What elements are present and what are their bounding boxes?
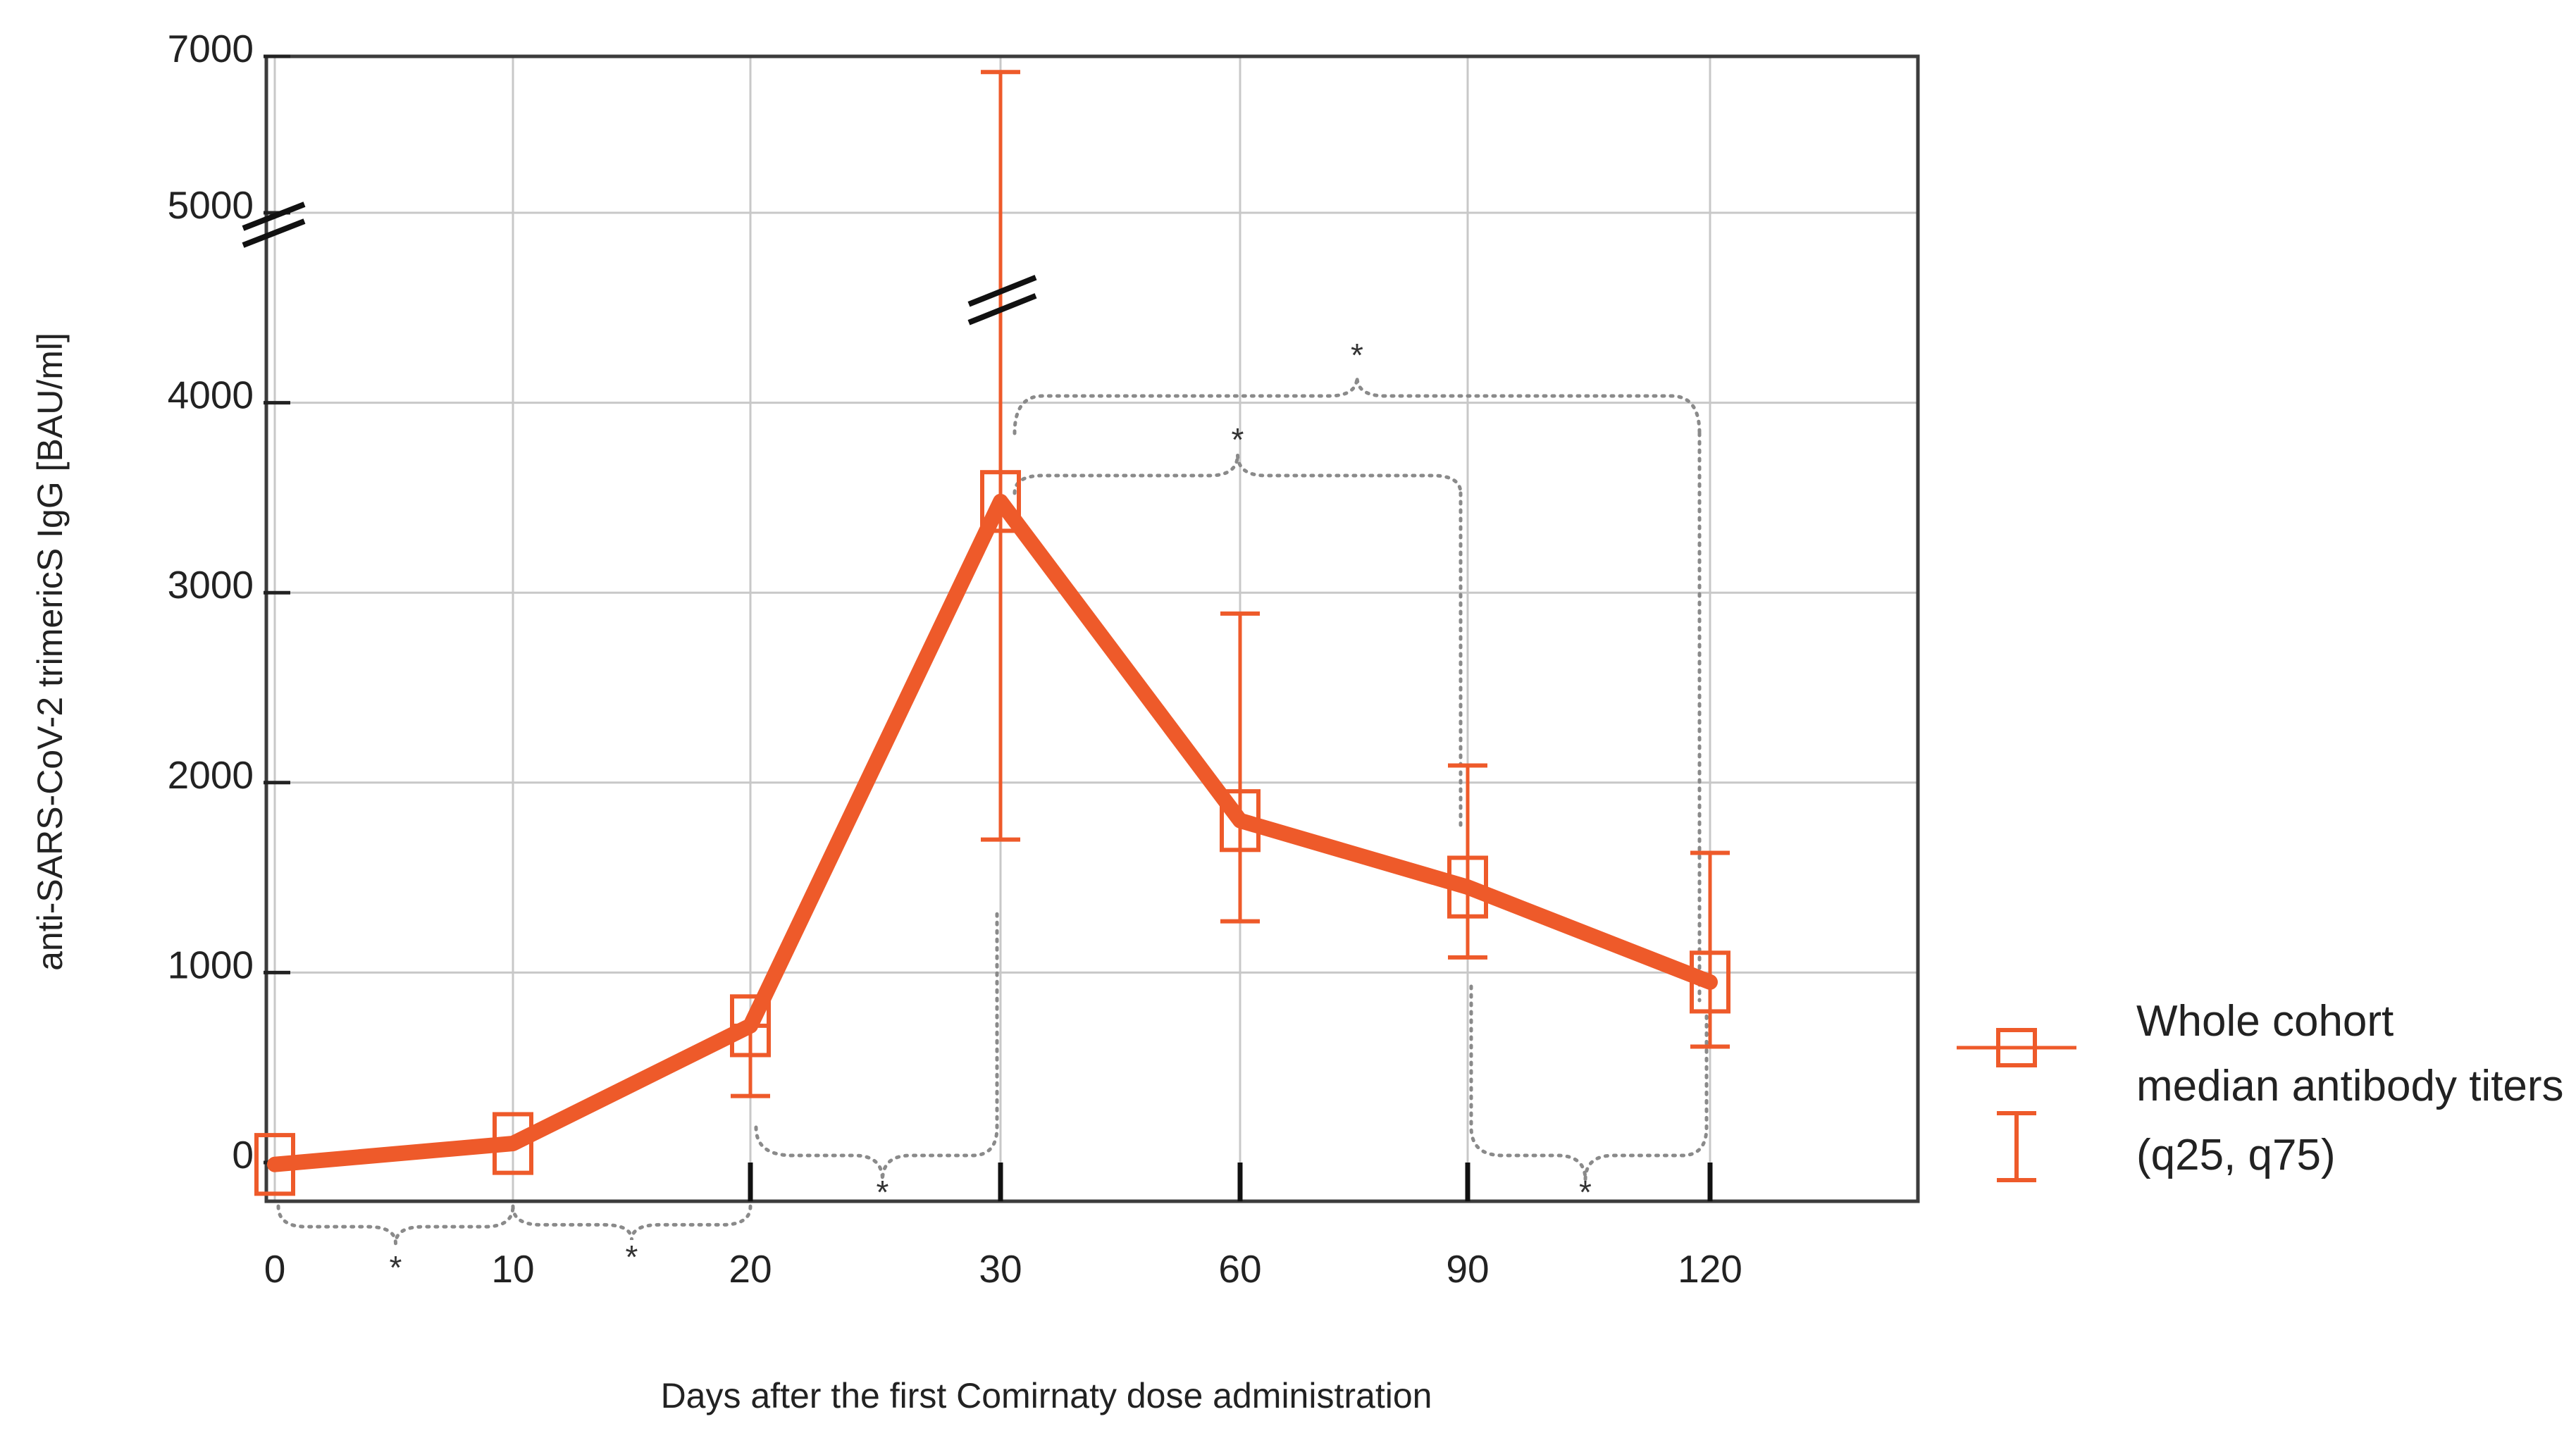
series-whole-cohort (254, 70, 1730, 1196)
x-tick-label-90: 90 (1446, 1247, 1489, 1291)
median-marker-0 (254, 1133, 295, 1196)
sig-star-90-120: * (1579, 1174, 1592, 1210)
axis-labels: Days after the first Comirnaty dose admi… (30, 333, 1432, 1415)
legend-square-swatch (1996, 1028, 2037, 1067)
legend-label-line-1: Whole cohort (2136, 997, 2394, 1046)
y-tick-label-5000: 5000 (168, 183, 254, 227)
x-tick-label-20: 20 (729, 1247, 772, 1291)
plot-frame (264, 54, 1920, 1203)
median-marker-90 (1447, 855, 1488, 919)
y-tick-label-2000: 2000 (168, 753, 254, 797)
y-axis-label: anti-SARS-CoV-2 trimericS IgG [BAU/ml] (30, 333, 70, 971)
legend-errorbar-label: (q25, q75) (2136, 1131, 2336, 1179)
sig-bracket-10-20 (511, 1204, 753, 1241)
median-marker-30 (980, 470, 1021, 533)
y-axis-break-mark-1 (242, 218, 306, 248)
y-tick-label-3000: 3000 (168, 563, 254, 607)
median-marker-10 (493, 1112, 533, 1175)
x-tick-label-30: 30 (979, 1247, 1022, 1291)
x-tick-label-120: 120 (1678, 1247, 1742, 1291)
x-tick-label-60: 60 (1218, 1247, 1261, 1291)
median-marker-20 (730, 994, 771, 1058)
x-axis-label: Days after the first Comirnaty dose admi… (661, 1376, 1432, 1415)
median-line (267, 493, 1718, 1172)
axes: 0 1000 2000 3000 4000 5000 7000 0 10 20 30 60 90 120 (168, 27, 1920, 1291)
y-tick-label-4000: 4000 (168, 373, 254, 417)
x-tick-label-10: 10 (491, 1247, 534, 1291)
y-tick-label-7000: 7000 (168, 27, 254, 70)
y-tick-label-1000: 1000 (168, 943, 254, 986)
error-bar-break-mark-a (967, 275, 1037, 307)
sig-star-0-10: * (390, 1249, 402, 1286)
error-bar-break-mark-b (967, 293, 1037, 326)
sig-bracket-20-30 (754, 907, 999, 1181)
y-tick-label-0: 0 (232, 1133, 254, 1177)
sig-bracket-30-120 (1013, 376, 1702, 435)
sig-bracket-90-120 (1469, 984, 1709, 1181)
significance-brackets: * * * * * * (276, 337, 1709, 1286)
sig-star-20-30: * (877, 1174, 889, 1210)
y-axis-break-mark-0 (242, 202, 306, 231)
legend: Whole cohort median antibody titers (q25, … (1957, 997, 2564, 1182)
x-tick-label-0: 0 (264, 1247, 286, 1291)
legend-label-line-2: median antibody titers (2136, 1062, 2564, 1110)
sig-bracket-30-90 (1013, 454, 1463, 495)
median-marker-60 (1220, 789, 1261, 853)
sig-star-30-90: * (1232, 421, 1244, 458)
sig-star-10-20: * (626, 1239, 638, 1275)
median-marker-120 (1690, 950, 1730, 1014)
sig-bracket-0-10 (276, 1204, 515, 1244)
sig-star-30-120: * (1351, 337, 1363, 373)
